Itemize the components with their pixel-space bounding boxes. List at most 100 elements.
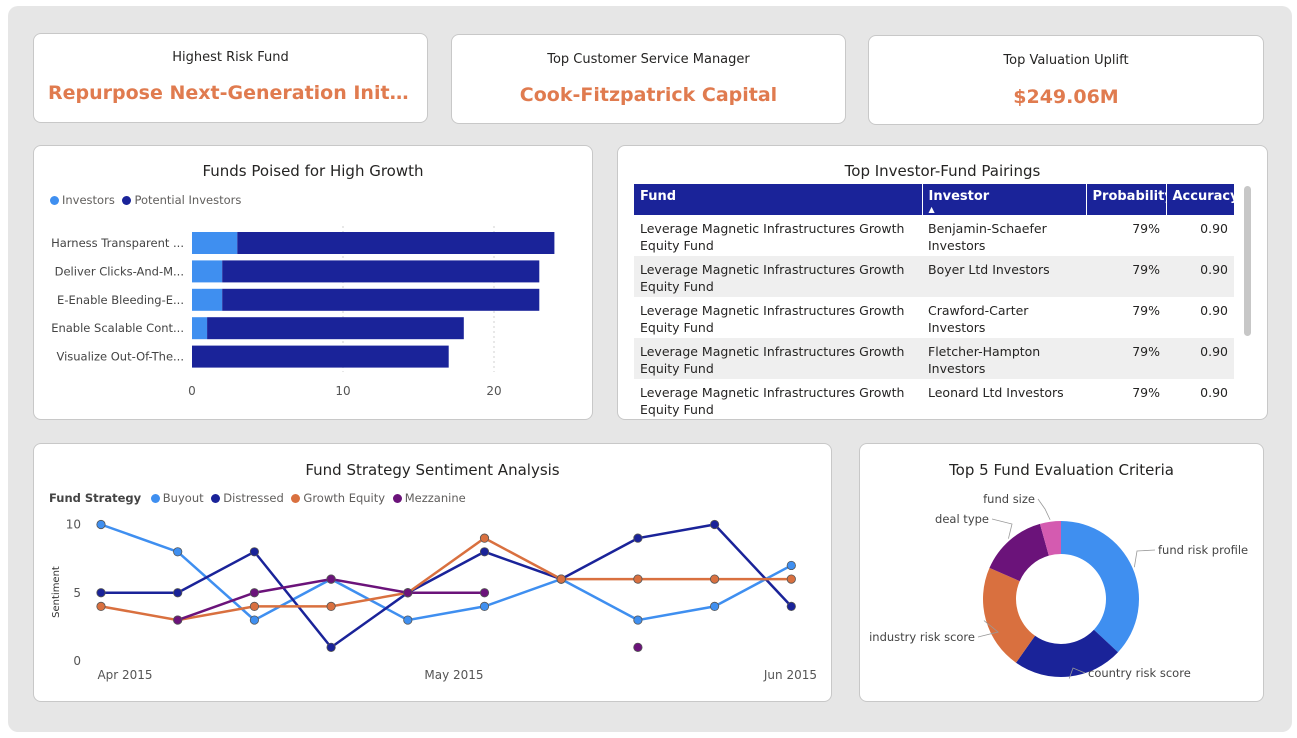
bar-segment <box>192 260 223 283</box>
table-viewport: Fund Investor ▲ Probability Accuracy Leve… <box>634 184 1234 417</box>
legend-dot-icon <box>122 196 132 205</box>
y-tick-label: 10 <box>66 518 81 532</box>
legend-item-distressed[interactable]: Distressed <box>211 491 284 505</box>
legend-item-mezzanine[interactable]: Mezzanine <box>392 491 466 505</box>
donut-slice <box>1016 629 1119 677</box>
data-point <box>326 601 336 611</box>
x-tick-label: 20 <box>486 384 501 398</box>
category-label: Visualize Out-Of-The... <box>56 350 184 364</box>
y-tick-label: 0 <box>73 654 81 668</box>
legend-item-growth-equity[interactable]: Growth Equity <box>291 491 385 505</box>
cell-probability: 79% <box>1086 338 1166 379</box>
bar-segment <box>222 288 540 311</box>
table-row[interactable]: Leverage Magnetic Infrastructures Growth… <box>634 215 1234 256</box>
bar-segment <box>192 345 449 368</box>
leader-line <box>991 518 1013 539</box>
legend-item-buyout[interactable]: Buyout <box>150 491 204 505</box>
pairings-table-card[interactable]: Top Investor-Fund Pairings Fund Investor… <box>617 145 1268 420</box>
sentiment-line-chart: 0 5 10 Sentiment Apr 2015 May 2015 Jun 2015 <box>51 518 817 683</box>
legend-item-investors[interactable]: Investors <box>50 193 115 207</box>
table-row[interactable]: Leverage Magnetic Infrastructures Growth… <box>634 379 1234 417</box>
kpi-card-valuation-uplift[interactable]: Top Valuation Uplift $249.06M <box>868 35 1264 125</box>
sentiment-chart-card[interactable]: Fund Strategy Sentiment Analysis Fund St… <box>33 443 832 702</box>
table-row[interactable]: Leverage Magnetic Infrastructures Growth… <box>634 256 1234 297</box>
leader-line <box>1068 667 1086 679</box>
data-point <box>786 601 796 611</box>
y-axis-label: Sentiment <box>51 566 62 618</box>
kpi-value: Cook-Fitzpatrick Capital <box>519 84 778 106</box>
data-point <box>709 519 720 530</box>
cell-investor: Fletcher-Hampton Investors <box>922 338 1086 379</box>
kpi-card-highest-risk[interactable]: Highest Risk Fund Repurpose Next-Generat… <box>33 33 428 123</box>
x-tick-label: 0 <box>188 384 196 398</box>
category-label: E-Enable Bleeding-E... <box>57 293 184 307</box>
chart-title: Top 5 Fund Evaluation Criteria <box>949 461 1174 479</box>
data-point <box>326 574 336 584</box>
legend-dot-icon <box>392 494 402 503</box>
chart-title: Funds Poised for High Growth <box>202 162 424 180</box>
cell-accuracy: 0.90 <box>1200 221 1228 236</box>
cell-fund: Leverage Magnetic Infrastructures Growth… <box>640 221 905 253</box>
data-point <box>96 601 106 611</box>
bar-segment <box>192 232 238 254</box>
cell-fund: Leverage Magnetic Infrastructures Growth… <box>634 256 922 297</box>
chart-legend: Fund Strategy Buyout Distressed Growth E… <box>49 491 470 505</box>
kpi-value: $249.06M <box>1013 86 1119 108</box>
legend-item-potential-investors[interactable]: Potential Investors <box>122 193 241 207</box>
legend-label: Potential Investors <box>134 193 242 207</box>
data-point <box>173 588 183 598</box>
data-point <box>709 601 720 611</box>
table-row[interactable]: Leverage Magnetic Infrastructures Growth… <box>634 338 1234 379</box>
cell-probability: 79% <box>1132 385 1160 400</box>
x-tick-label: Jun 2015 <box>763 668 817 682</box>
kpi-card-top-manager[interactable]: Top Customer Service Manager Cook-Fitzpa… <box>451 34 846 124</box>
data-point <box>326 642 336 652</box>
cell-probability: 79% <box>1132 303 1160 318</box>
series-line <box>101 523 793 650</box>
cell-accuracy: 0.90 <box>1166 338 1234 379</box>
data-point <box>249 588 259 598</box>
category-label: Harness Transparent ... <box>51 236 184 250</box>
cell-investor: Benjamin-Schaefer Investors <box>928 221 1047 253</box>
x-tick-label: May 2015 <box>424 668 483 682</box>
data-point <box>403 615 413 625</box>
legend-dot-icon <box>150 494 160 503</box>
column-header-accuracy[interactable]: Accuracy <box>1166 184 1234 215</box>
column-header-investor[interactable]: Investor ▲ <box>922 184 1087 215</box>
data-point <box>249 615 259 625</box>
column-header-fund[interactable]: Fund <box>634 184 923 215</box>
criteria-chart-card[interactable]: Top 5 Fund Evaluation Criteria fund risk… <box>859 443 1264 702</box>
pairings-table: Fund Investor ▲ Probability Accuracy Leve… <box>634 184 1234 417</box>
leader-line <box>1037 498 1051 520</box>
donut-slice <box>1061 521 1139 653</box>
slice-label: fund risk profile <box>1158 543 1248 557</box>
data-point <box>786 560 796 571</box>
data-point <box>249 601 259 611</box>
data-point <box>633 642 643 652</box>
bar-segment <box>192 317 208 340</box>
data-point <box>556 574 566 584</box>
data-point <box>479 547 490 557</box>
column-header-probability[interactable]: Probability <box>1086 184 1173 215</box>
chart-title: Fund Strategy Sentiment Analysis <box>305 461 560 479</box>
slice-label: fund size <box>983 492 1035 506</box>
growth-bar-chart: Harness Transparent ... Deliver Clicks-An… <box>51 226 555 398</box>
table-header-row: Fund Investor ▲ Probability Accuracy <box>634 184 1234 215</box>
series-line <box>100 523 792 622</box>
cell-probability: 79% <box>1086 256 1166 297</box>
data-point <box>479 533 490 543</box>
leader-line <box>1133 549 1156 568</box>
legend-label: Growth Equity <box>303 491 386 505</box>
growth-chart-card[interactable]: Funds Poised for High Growth Investors P… <box>33 145 593 420</box>
cell-probability: 79% <box>1132 221 1160 236</box>
data-point <box>633 574 643 584</box>
table-scrollbar[interactable] <box>1244 186 1251 336</box>
kpi-label: Top Valuation Uplift <box>1003 53 1129 68</box>
legend-dot-icon <box>291 494 301 503</box>
table-row[interactable]: Leverage Magnetic Infrastructures Growth… <box>634 297 1234 338</box>
y-tick-label: 5 <box>73 586 81 600</box>
legend-label: Buyout <box>162 491 204 505</box>
cell-accuracy: 0.90 <box>1200 385 1228 400</box>
cell-investor: Boyer Ltd Investors <box>922 256 1086 297</box>
legend-title: Fund Strategy <box>49 491 142 505</box>
